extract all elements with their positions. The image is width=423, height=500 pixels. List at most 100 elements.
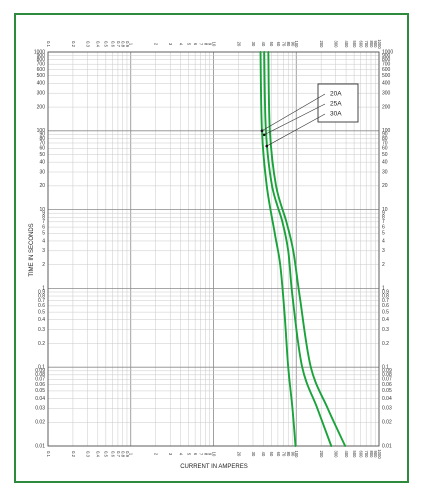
y-tick-label-left: 8 (42, 215, 45, 221)
y-tick-label-right: 10 (382, 207, 388, 213)
x-tick-label-bottom: 0.8 (121, 451, 126, 457)
x-tick-label-top: 0.5 (104, 41, 109, 47)
y-tick-label-right: 1 (382, 286, 385, 292)
y-tick-label-right: 600 (382, 67, 391, 73)
y-tick-label-left: 9 (42, 211, 45, 217)
y-tick-label-right: 700 (382, 62, 391, 68)
x-tick-label-bottom: 80 (286, 452, 291, 457)
y-tick-label-left: 700 (37, 62, 46, 68)
x-tick-label-top: 3 (168, 43, 173, 46)
x-tick-label-bottom: 0.6 (110, 451, 115, 457)
y-tick-label-left: 0.8 (38, 293, 45, 299)
x-axis-label: CURRENT IN AMPERES (180, 464, 248, 470)
y-tick-label-left: 0.4 (38, 317, 45, 323)
x-tick-label-top: 20 (236, 42, 241, 47)
y-tick-label-left: 300 (37, 91, 46, 97)
x-tick-label-bottom: 700 (364, 451, 369, 459)
y-tick-label-left: 600 (37, 67, 46, 73)
x-tick-label-top: 700 (364, 41, 369, 49)
x-tick-label-bottom: 1000 (377, 449, 382, 459)
y-tick-label-right: 5 (382, 231, 385, 237)
y-tick-label-left: 0.9 (38, 289, 45, 295)
y-tick-label-left: 0.03 (35, 406, 45, 412)
legend-entry-20a: 20A (330, 91, 342, 98)
y-tick-label-right: 800 (382, 57, 391, 63)
x-tick-label-bottom: 8 (203, 453, 208, 456)
x-tick-label-top: 80 (286, 42, 291, 47)
x-tick-label-bottom: 200 (319, 451, 324, 459)
x-tick-label-top: 800 (369, 41, 374, 49)
x-tick-label-bottom: 800 (369, 451, 374, 459)
y-tick-label-right: 8 (382, 215, 385, 221)
y-tick-label-right: 500 (382, 73, 391, 79)
x-tick-label-top: 1 (129, 43, 134, 46)
x-tick-label-bottom: 7 (199, 453, 204, 456)
y-tick-label-left: 200 (37, 104, 46, 110)
x-tick-label-bottom: 600 (359, 451, 364, 459)
x-tick-label-top: 10 (211, 42, 216, 47)
tick-labels: 0.10.10.20.20.30.30.40.40.50.50.60.60.70… (34, 39, 393, 459)
legend-leader-line (264, 103, 326, 136)
series-curve-25a (263, 51, 333, 447)
y-tick-label-left: 6 (42, 224, 45, 230)
x-tick-label-bottom: 6 (193, 453, 198, 456)
y-tick-label-right: 0.5 (382, 309, 389, 315)
x-tick-label-bottom: 0.3 (85, 451, 90, 457)
x-tick-label-top: 8 (203, 43, 208, 46)
x-tick-label-top: 200 (319, 41, 324, 49)
y-tick-label-right: 0.8 (382, 293, 389, 299)
y-tick-label-right: 1000 (382, 49, 393, 55)
y-tick-label-left: 0.05 (35, 388, 45, 394)
y-tick-label-left: 0.02 (35, 420, 45, 426)
x-tick-label-top: 70 (281, 42, 286, 47)
legend-leader-dot (262, 133, 266, 137)
y-tick-label-left: 900 (37, 53, 46, 59)
legend-box (317, 83, 359, 123)
x-tick-label-top: 0.6 (110, 41, 115, 47)
y-tick-label-right: 0.05 (382, 388, 392, 394)
y-tick-label-right: 30 (382, 169, 388, 175)
y-tick-label-left: 0.5 (38, 309, 45, 315)
x-tick-label-bottom: 0.5 (104, 451, 109, 457)
y-tick-label-right: 6 (382, 224, 385, 230)
legend-entry-30a: 30A (330, 111, 342, 118)
y-tick-label-right: 50 (382, 152, 388, 158)
y-tick-label-left: 0.1 (38, 365, 45, 371)
x-tick-label-bottom: 1 (129, 453, 134, 456)
y-tick-label-right: 0.2 (382, 341, 389, 347)
y-tick-label-right: 70 (382, 140, 388, 146)
y-tick-label-right: 7 (382, 219, 385, 225)
plot-area-border (47, 51, 380, 447)
y-tick-label-right: 20 (382, 183, 388, 189)
y-tick-label-right: 400 (382, 81, 391, 87)
legend-entry-25a: 25A (330, 101, 342, 108)
x-tick-label-bottom: 0.4 (96, 451, 101, 457)
y-tick-label-right: 0.4 (382, 317, 389, 323)
x-tick-label-bottom: 0.9 (125, 451, 130, 457)
y-tick-label-left: 50 (39, 152, 45, 158)
x-tick-label-top: 0.2 (71, 41, 76, 47)
y-tick-label-left: 0.2 (38, 341, 45, 347)
y-tick-label-right: 0.09 (382, 368, 392, 374)
x-tick-label-bottom: 70 (281, 452, 286, 457)
y-tick-label-left: 0.07 (35, 377, 45, 383)
y-tick-label-right: 200 (382, 104, 391, 110)
y-tick-label-left: 80 (39, 136, 45, 142)
legend-leader-line (266, 113, 326, 147)
x-tick-label-top: 30 (251, 42, 256, 47)
y-tick-label-left: 40 (39, 159, 45, 165)
y-tick-label-left: 400 (37, 81, 46, 87)
y-tick-label-right: 60 (382, 146, 388, 152)
y-tick-label-right: 0.3 (382, 327, 389, 333)
x-tick-label-top: 60 (276, 42, 281, 47)
y-tick-label-right: 90 (382, 132, 388, 138)
y-tick-label-right: 40 (382, 159, 388, 165)
x-tick-label-top: 600 (359, 41, 364, 49)
x-tick-label-top: 6 (193, 43, 198, 46)
x-tick-label-top: 2 (154, 43, 159, 46)
x-tick-label-bottom: 50 (269, 452, 274, 457)
x-tick-label-bottom: 9 (208, 453, 213, 456)
x-tick-label-top: 4 (178, 43, 183, 46)
x-tick-label-top: 9 (208, 43, 213, 46)
x-tick-label-top: 40 (261, 42, 266, 47)
